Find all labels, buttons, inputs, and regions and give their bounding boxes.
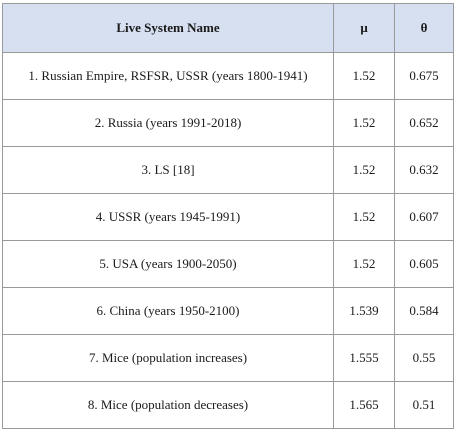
header-row: Live System Name μ θ bbox=[2, 3, 454, 53]
table-cell: 3. LS [18] bbox=[2, 146, 334, 194]
header-cell: μ bbox=[333, 3, 395, 53]
table-row: 1. Russian Empire, RSFSR, USSR (years 18… bbox=[2, 52, 454, 100]
table-cell: 1.52 bbox=[333, 240, 395, 288]
table-row: 3. LS [18] 1.52 0.632 bbox=[2, 146, 454, 194]
table-cell: 2. Russia (years 1991-2018) bbox=[2, 99, 334, 147]
table-cell: 4. USSR (years 1945-1991) bbox=[2, 193, 334, 241]
table-cell: 1.52 bbox=[333, 193, 395, 241]
table-cell: 0.605 bbox=[394, 240, 454, 288]
table-row: 2. Russia (years 1991-2018) 1.52 0.652 bbox=[2, 99, 454, 147]
table-header: Live System Name μ θ bbox=[2, 3, 454, 53]
header-cell: Live System Name bbox=[2, 3, 334, 53]
table-cell: 0.652 bbox=[394, 99, 454, 147]
table-row: 6. China (years 1950-2100) 1.539 0.584 bbox=[2, 287, 454, 335]
table-row: 4. USSR (years 1945-1991) 1.52 0.607 bbox=[2, 193, 454, 241]
table-cell: 0.51 bbox=[394, 381, 454, 429]
table-cell: 5. USA (years 1900-2050) bbox=[2, 240, 334, 288]
table-cell: 1.52 bbox=[333, 99, 395, 147]
table-cell: 0.675 bbox=[394, 52, 454, 100]
table-cell: 0.55 bbox=[394, 334, 454, 382]
table-cell: 6. China (years 1950-2100) bbox=[2, 287, 334, 335]
table-row: 7. Mice (population increases) 1.555 0.55 bbox=[2, 334, 454, 382]
table-row: 8. Mice (population decreases) 1.565 0.51 bbox=[2, 381, 454, 429]
table-cell: 7. Mice (population increases) bbox=[2, 334, 334, 382]
table-cell: 1.539 bbox=[333, 287, 395, 335]
table-cell: 0.632 bbox=[394, 146, 454, 194]
table-cell: 1.52 bbox=[333, 146, 395, 194]
table-row: 5. USA (years 1900-2050) 1.52 0.605 bbox=[2, 240, 454, 288]
table-body: 1. Russian Empire, RSFSR, USSR (years 18… bbox=[2, 52, 454, 429]
table-cell: 8. Mice (population decreases) bbox=[2, 381, 334, 429]
header-cell: θ bbox=[394, 3, 454, 53]
table-cell: 1.565 bbox=[333, 381, 395, 429]
data-table: Live System Name μ θ 1. Russian Empire, RS… bbox=[2, 3, 454, 429]
table-cell: 1. Russian Empire, RSFSR, USSR (years 18… bbox=[2, 52, 334, 100]
table-cell: 0.607 bbox=[394, 193, 454, 241]
table-cell: 0.584 bbox=[394, 287, 454, 335]
table-cell: 1.52 bbox=[333, 52, 395, 100]
table-cell: 1.555 bbox=[333, 334, 395, 382]
